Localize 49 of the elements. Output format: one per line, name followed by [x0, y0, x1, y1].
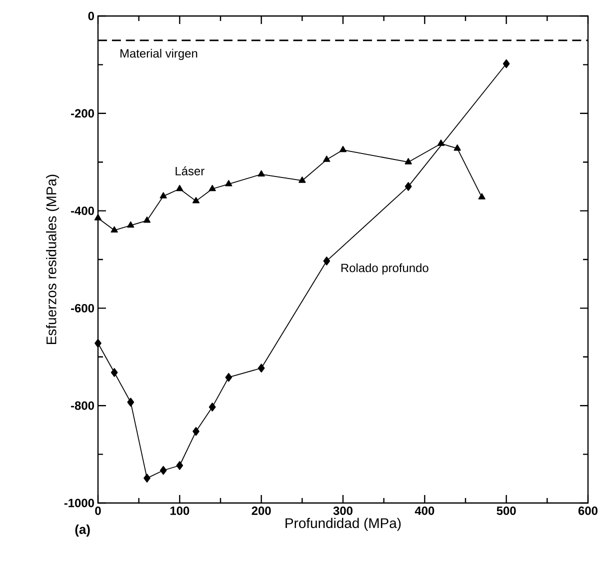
series-label: Láser	[176, 166, 204, 176]
point	[225, 372, 232, 382]
point	[94, 338, 102, 348]
x-tick-label: 500	[496, 506, 516, 515]
y-tick-label: -200	[71, 109, 94, 118]
point	[176, 461, 184, 470]
y-axis-title: Esfuerzos residuales (MPa)	[46, 174, 60, 344]
point	[176, 184, 184, 192]
x-tick-label: 600	[578, 506, 598, 515]
point	[225, 180, 232, 186]
y-tick-label: -400	[71, 206, 94, 216]
y-tick-label: -600	[71, 304, 94, 312]
y-tick-label: -1000	[64, 498, 94, 508]
point	[110, 368, 118, 377]
point	[258, 170, 265, 177]
point	[404, 182, 412, 191]
point	[110, 226, 118, 233]
point	[160, 466, 167, 475]
y-tick-label: -800	[71, 401, 94, 410]
point	[143, 216, 151, 223]
x-axis-title: Profundidad (MPa)	[286, 518, 401, 531]
point	[454, 144, 461, 151]
point	[192, 197, 200, 204]
y-tick-label: 0	[88, 12, 94, 20]
ref-line-label: Material virgen	[120, 48, 198, 60]
x-tick-label: 100	[170, 506, 190, 515]
point	[144, 474, 150, 483]
point	[437, 140, 445, 146]
x-tick-label: 0	[95, 506, 101, 515]
x-tick-label: 300	[333, 506, 352, 516]
point	[208, 402, 216, 412]
point	[160, 192, 167, 198]
point	[323, 256, 330, 266]
point	[339, 146, 347, 152]
x-tick-label: 400	[414, 506, 434, 515]
point	[258, 364, 265, 373]
point	[502, 59, 510, 68]
series-label: Rolado profundo	[341, 263, 428, 275]
point	[127, 398, 134, 407]
point	[478, 193, 486, 200]
point	[208, 184, 216, 192]
point	[404, 158, 412, 164]
point	[323, 156, 330, 162]
x-tick-label: 200	[252, 506, 271, 515]
point	[192, 426, 200, 436]
text: (a)	[75, 524, 90, 537]
point	[127, 221, 134, 228]
point	[298, 176, 306, 183]
point	[94, 214, 102, 220]
